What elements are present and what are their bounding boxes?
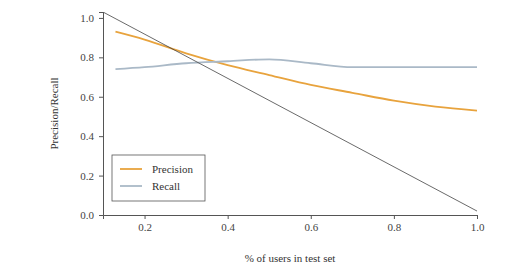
y-tick-mark (99, 215, 103, 216)
x-axis-line (104, 216, 478, 220)
y-tick-mark (99, 97, 103, 98)
y-tick: 0.6 (80, 91, 103, 103)
legend: Precision Recall (112, 155, 205, 201)
legend-label: Precision (152, 163, 193, 175)
series-line (115, 32, 477, 111)
y-axis-title: Precision/Recall (48, 77, 60, 149)
y-tick-mark (99, 18, 103, 19)
y-tick-label: 0.2 (80, 170, 94, 182)
x-tick: 0.4 (221, 215, 235, 233)
x-tick: 0.6 (304, 215, 318, 233)
y-tick-mark (99, 176, 103, 177)
plot: 0.2 0.4 0.6 0.8 1.0 0.0 0.2 0.4 0.6 0.8 1.0 Precisi… (80, 12, 485, 233)
chart: 0.2 0.4 0.6 0.8 1.0 0.0 0.2 0.4 0.6 0.8 1.0 Precisi… (0, 0, 512, 271)
lines (103, 12, 477, 211)
y-axis: 0.0 0.2 0.4 0.6 0.8 1.0 (80, 12, 103, 221)
x-tick-mark (311, 215, 312, 219)
legend-box (112, 155, 205, 201)
x-tick-label: 0.6 (304, 221, 318, 233)
y-tick: 0.2 (80, 170, 103, 182)
x-axis: 0.2 0.4 0.6 0.8 1.0 (104, 215, 485, 233)
y-tick: 0.0 (80, 209, 103, 221)
y-tick-label: 0.6 (80, 91, 94, 103)
y-tick-label: 1.0 (80, 12, 94, 24)
x-axis-title: % of users in test set (245, 252, 336, 264)
y-tick: 0.8 (80, 51, 103, 63)
legend-swatch (120, 168, 142, 170)
x-tick-mark (145, 215, 146, 219)
legend-swatch (120, 185, 142, 187)
x-tick: 1.0 (471, 215, 485, 233)
x-tick-label: 0.4 (221, 221, 235, 233)
y-tick-label: 0.4 (80, 130, 94, 142)
legend-label: Recall (152, 180, 180, 192)
x-tick-mark (477, 215, 478, 219)
series-line (115, 59, 477, 69)
x-tick: 0.2 (138, 215, 152, 233)
y-tick: 1.0 (80, 12, 103, 24)
x-tick-mark (394, 215, 395, 219)
y-tick-mark (99, 136, 103, 137)
x-tick-label: 0.8 (388, 221, 402, 233)
x-tick-label: 1.0 (471, 221, 485, 233)
y-tick-mark (99, 57, 103, 58)
x-tick: 0.8 (388, 215, 402, 233)
y-tick-label: 0.0 (80, 209, 94, 221)
y-tick: 0.4 (80, 130, 103, 142)
y-tick-label: 0.8 (80, 51, 94, 63)
x-tick-label: 0.2 (138, 221, 152, 233)
reference-line (103, 12, 477, 211)
x-tick-mark (228, 215, 229, 219)
y-axis-line (99, 13, 104, 216)
